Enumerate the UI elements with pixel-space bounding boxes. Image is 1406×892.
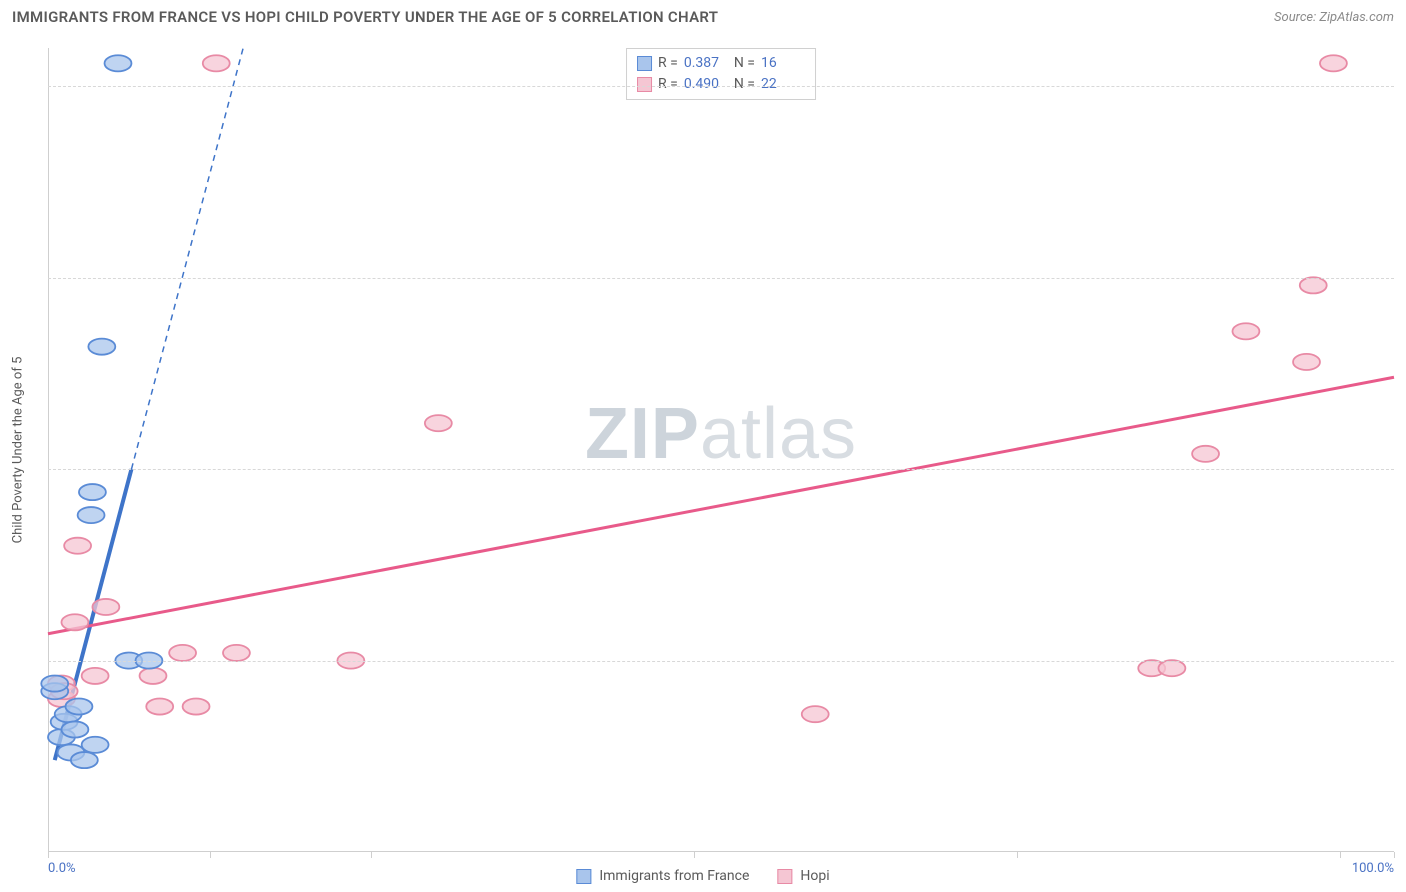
legend-row-pink: R = 0.490 N = 22 bbox=[637, 74, 805, 95]
gridline-h bbox=[48, 661, 1394, 662]
data-point-pink bbox=[1320, 55, 1347, 71]
chart-container: Child Poverty Under the Age of 5 ZIPatla… bbox=[48, 48, 1394, 852]
legend-label-blue: Immigrants from France bbox=[599, 868, 749, 884]
data-point-blue bbox=[65, 698, 92, 714]
gridline-h bbox=[48, 469, 1394, 470]
data-point-blue bbox=[105, 55, 132, 71]
data-point-blue bbox=[41, 676, 68, 692]
n-value-pink: 22 bbox=[761, 74, 805, 95]
x-label-right: 100.0% bbox=[1352, 861, 1394, 876]
legend-label-pink: Hopi bbox=[800, 868, 829, 884]
gridline-h bbox=[48, 86, 1394, 87]
x-tick bbox=[694, 852, 695, 858]
x-tick bbox=[210, 852, 211, 858]
legend-item-pink: Hopi bbox=[777, 868, 829, 884]
data-point-pink bbox=[82, 668, 109, 684]
data-point-blue bbox=[88, 339, 115, 355]
x-tick bbox=[48, 852, 49, 858]
correlation-legend: R = 0.387 N = 16 R = 0.490 N = 22 bbox=[626, 48, 816, 100]
plot-area: ZIPatlas R = 0.387 N = 16 R = 0.490 N = … bbox=[48, 48, 1394, 852]
chart-title: IMMIGRANTS FROM FRANCE VS HOPI CHILD POV… bbox=[12, 8, 718, 26]
data-point-pink bbox=[223, 645, 250, 661]
data-point-blue bbox=[71, 752, 98, 768]
y-axis-label: Child Poverty Under the Age of 5 bbox=[11, 357, 26, 544]
data-point-blue bbox=[82, 737, 109, 753]
swatch-blue bbox=[637, 56, 652, 71]
data-point-pink bbox=[169, 645, 196, 661]
data-point-blue bbox=[61, 721, 88, 737]
data-point-pink bbox=[1192, 446, 1219, 462]
data-point-pink bbox=[425, 415, 452, 431]
x-tick bbox=[1017, 852, 1018, 858]
data-point-pink bbox=[92, 599, 119, 615]
r-value-blue: 0.387 bbox=[684, 53, 728, 74]
gridline-h bbox=[48, 278, 1394, 279]
data-point-blue bbox=[79, 484, 106, 500]
data-point-pink bbox=[183, 698, 210, 714]
data-point-pink bbox=[1232, 323, 1259, 339]
data-point-pink bbox=[203, 55, 230, 71]
legend-row-blue: R = 0.387 N = 16 bbox=[637, 53, 805, 74]
data-point-pink bbox=[64, 538, 91, 554]
data-point-pink bbox=[802, 706, 829, 722]
swatch-pink bbox=[637, 77, 652, 92]
series-legend: Immigrants from France Hopi bbox=[576, 868, 829, 884]
data-point-pink bbox=[1300, 277, 1327, 293]
data-point-pink bbox=[1158, 660, 1185, 676]
data-point-pink bbox=[1293, 354, 1320, 370]
x-tick bbox=[1394, 852, 1395, 858]
x-tick bbox=[371, 852, 372, 858]
data-point-pink bbox=[140, 668, 167, 684]
x-tick bbox=[1340, 852, 1341, 858]
chart-header: IMMIGRANTS FROM FRANCE VS HOPI CHILD POV… bbox=[0, 0, 1406, 30]
data-point-pink bbox=[146, 698, 173, 714]
swatch-blue-icon bbox=[576, 869, 591, 884]
legend-item-blue: Immigrants from France bbox=[576, 868, 749, 884]
scatter-svg bbox=[48, 48, 1394, 852]
source-attribution: Source: ZipAtlas.com bbox=[1274, 10, 1394, 25]
r-value-pink: 0.490 bbox=[684, 74, 728, 95]
data-point-pink bbox=[61, 614, 88, 630]
data-point-blue bbox=[78, 507, 105, 523]
x-label-left: 0.0% bbox=[48, 861, 76, 876]
n-value-blue: 16 bbox=[761, 53, 805, 74]
swatch-pink-icon bbox=[777, 869, 792, 884]
